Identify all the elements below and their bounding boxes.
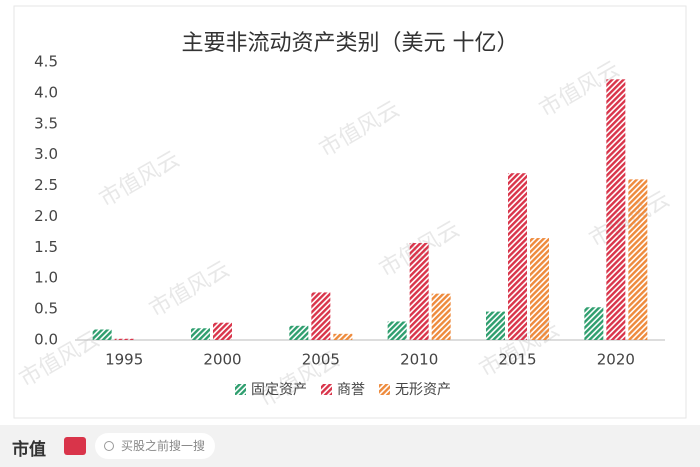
y-tick-label: 0.0 [34, 331, 58, 349]
bar [92, 329, 112, 340]
bar [289, 325, 309, 340]
bar [409, 243, 429, 340]
watermark: 市值风云 [15, 327, 104, 393]
bar [584, 307, 604, 340]
legend-swatch [379, 384, 390, 395]
bar [387, 321, 407, 340]
x-tick-label: 2020 [597, 351, 635, 369]
watermark: 市值风云 [145, 257, 234, 323]
search-placeholder: 买股之前搜一搜 [121, 439, 206, 453]
x-tick-label: 2005 [302, 351, 340, 369]
y-tick-label: 4.5 [34, 53, 58, 71]
bar [431, 293, 451, 340]
x-tick-label: 2010 [400, 351, 438, 369]
y-tick-label: 2.0 [34, 207, 58, 225]
watermark: 市值风云 [95, 147, 184, 213]
search-icon [104, 441, 114, 451]
bar [508, 173, 527, 340]
y-tick-label: 3.5 [34, 114, 58, 132]
y-tick-label: 0.5 [34, 300, 58, 318]
watermark: 市值风云 [315, 97, 404, 163]
x-tick-label: 2000 [203, 351, 241, 369]
y-tick-label: 2.5 [34, 176, 58, 194]
y-tick-label: 3.0 [34, 145, 58, 163]
bar [606, 79, 626, 340]
legend-label: 无形资产 [395, 382, 451, 398]
legend-swatch [321, 384, 332, 395]
bar [486, 311, 505, 340]
logo: 市值 [12, 440, 46, 460]
chart: 市值风云市值风云市值风云市值风云市值风云市值风云市值风云市值风云市值风云 主要非… [13, 5, 687, 419]
footer: 市值 买股之前搜一搜 [0, 425, 700, 467]
x-tick-label: 1995 [105, 351, 143, 369]
legend-label: 商誉 [337, 382, 365, 398]
bar [311, 292, 331, 340]
legend-swatch [235, 384, 246, 395]
y-tick-label: 1.0 [34, 269, 58, 287]
chart-title: 主要非流动资产类别（美元 十亿） [182, 31, 519, 56]
search-box[interactable]: 买股之前搜一搜 [95, 433, 215, 459]
y-tick-label: 1.5 [34, 238, 58, 256]
bar [628, 179, 648, 340]
x-tick-label: 2015 [498, 351, 536, 369]
logo-mark [64, 437, 86, 455]
legend-label: 固定资产 [251, 382, 307, 398]
bar [114, 338, 134, 340]
bar [191, 328, 210, 340]
frame [13, 5, 687, 419]
bar [530, 238, 549, 340]
bar [333, 333, 353, 340]
bar [213, 322, 232, 340]
y-tick-label: 4.0 [34, 83, 58, 101]
